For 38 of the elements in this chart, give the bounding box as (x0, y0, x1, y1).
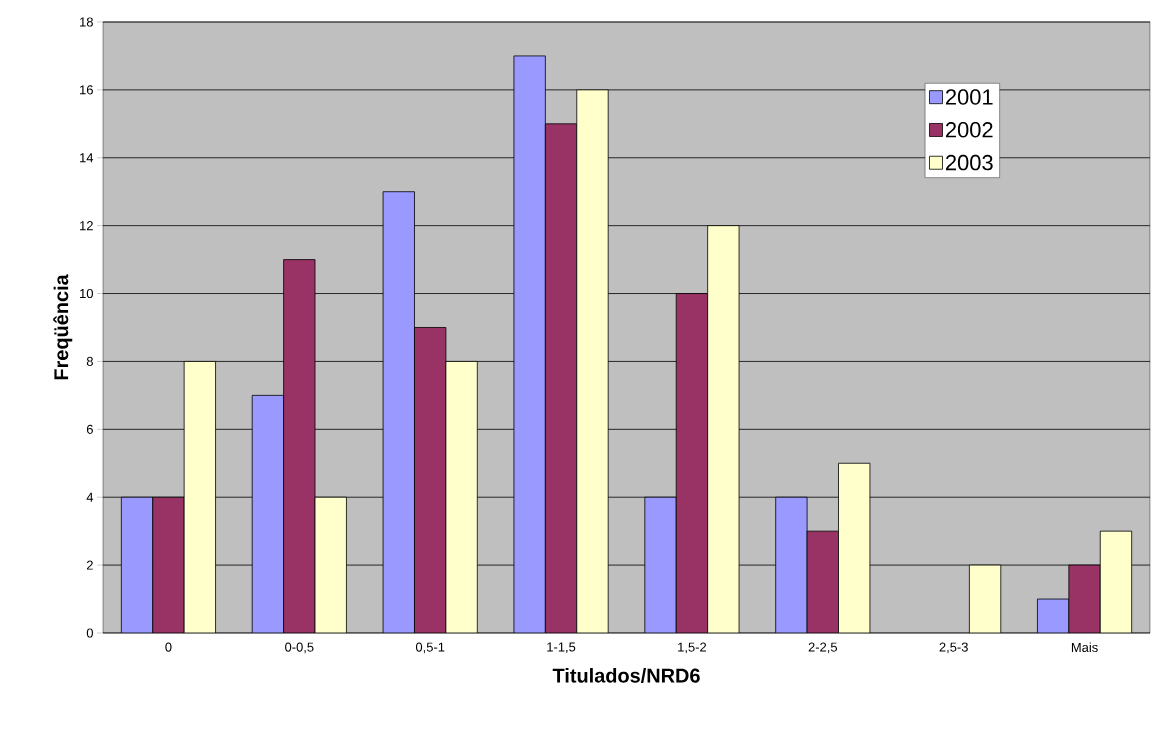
x-tick-label: 1,5-2 (678, 642, 707, 654)
y-tick-label: 8 (86, 356, 93, 367)
bar (707, 225, 740, 633)
y-tick-label: 4 (86, 492, 94, 502)
bar (968, 564, 1002, 633)
x-tick-label: 0-0,5 (285, 642, 314, 654)
x-tick-label: 2-2,5 (808, 642, 838, 654)
bar (314, 496, 347, 633)
legend-label: 2001 (945, 89, 993, 105)
legend-label: 2003 (945, 154, 993, 171)
y-tick-label: 0 (86, 628, 93, 638)
bar (644, 496, 677, 633)
bar (513, 55, 546, 633)
bar (576, 89, 609, 633)
x-axis-title: Titulados/NRD6 (552, 668, 700, 683)
x-tick-label: 1-1,5 (547, 642, 576, 654)
y-tick-label: 2 (86, 560, 93, 570)
bar (251, 394, 285, 633)
bar (382, 191, 415, 633)
y-tick-label: 10 (80, 288, 93, 299)
legend-label: 2002 (945, 122, 993, 138)
bar (183, 361, 216, 633)
y-tick-label: 12 (80, 221, 93, 231)
x-tick-label: 2,5-3 (939, 642, 968, 654)
y-axis-title: Freqüência (53, 274, 73, 380)
bar (1099, 530, 1133, 633)
y-tick-label: 14 (80, 153, 94, 163)
x-tick-label: Mais (1071, 642, 1098, 653)
y-tick-label: 18 (80, 17, 93, 27)
bar (1037, 598, 1070, 633)
bar (775, 496, 808, 633)
bar (838, 462, 871, 633)
y-tick-label: 16 (80, 85, 93, 95)
y-tick-label: 6 (86, 424, 93, 434)
bar (445, 361, 478, 633)
x-tick-label: 0,5-1 (415, 642, 445, 654)
x-tick-label: 0 (165, 642, 172, 652)
bar (120, 496, 154, 633)
